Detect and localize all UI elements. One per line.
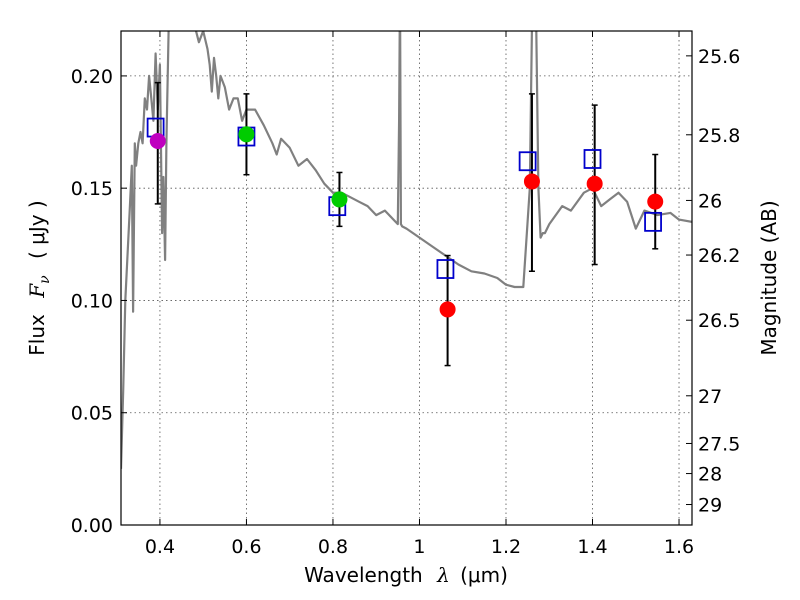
magnitude-tick-label: 26 — [698, 190, 722, 212]
magnitude-axis-title: Magnitude (AB) — [757, 200, 781, 355]
model-sed-line — [121, 31, 692, 469]
model-flux-square — [436, 259, 455, 279]
x-tick-label: 1.2 — [491, 536, 521, 558]
model-flux-square — [644, 211, 662, 232]
y-tick-label: 0.15 — [71, 178, 113, 200]
data-marks-layer — [146, 81, 664, 367]
magnitude-tick-label: 25.6 — [698, 46, 740, 68]
y-tick-label: 0.20 — [71, 66, 113, 88]
magnitude-tick-label: 28 — [698, 464, 722, 486]
y-axis-ticks: 0.00 0.05 0.10 0.15 0.20 — [71, 66, 127, 537]
observed-flux-point — [238, 126, 255, 143]
y-axis-title: Flux Fν ( μJy ) — [25, 200, 54, 355]
observed-flux-point — [439, 301, 456, 318]
y-tick-label: 0.00 — [71, 515, 113, 537]
x-axis-title: Wavelength λ (μm) — [304, 563, 508, 587]
observed-flux-point — [149, 133, 166, 150]
y-tick-label: 0.10 — [71, 290, 113, 312]
magnitude-tick-label: 27.5 — [698, 433, 740, 455]
plot-frame — [120, 30, 693, 526]
x-tick-label: 0.8 — [318, 536, 348, 558]
magnitude-tick-label: 26.2 — [698, 245, 740, 267]
x-tick-label: 1.6 — [664, 536, 694, 558]
observed-flux-point — [331, 191, 348, 208]
model-flux-square — [518, 151, 537, 172]
x-tick-label: 1 — [413, 536, 425, 558]
magnitude-tick-label: 26.5 — [698, 310, 740, 332]
magnitude-tick-label: 25.8 — [698, 125, 740, 147]
observed-flux-point — [523, 173, 540, 190]
model-curve-layer — [121, 31, 692, 469]
x-tick-label: 1.4 — [577, 536, 607, 558]
y-tick-label: 0.05 — [71, 403, 113, 425]
x-tick-label: 0.6 — [231, 536, 261, 558]
magnitude-axis-ticks: 25.6 25.8 26 26.2 26.5 27 27.5 28 29 — [686, 46, 740, 517]
x-axis-ticks: 0.4 0.6 0.8 1 1.2 1.4 1.6 — [145, 31, 694, 558]
observed-flux-point — [586, 175, 603, 192]
magnitude-tick-label: 29 — [698, 495, 722, 517]
x-tick-label: 0.4 — [145, 536, 175, 558]
observed-flux-point — [647, 193, 664, 210]
model-flux-square — [583, 149, 602, 169]
grid-lines — [121, 31, 692, 526]
magnitude-tick-label: 27 — [698, 386, 722, 408]
